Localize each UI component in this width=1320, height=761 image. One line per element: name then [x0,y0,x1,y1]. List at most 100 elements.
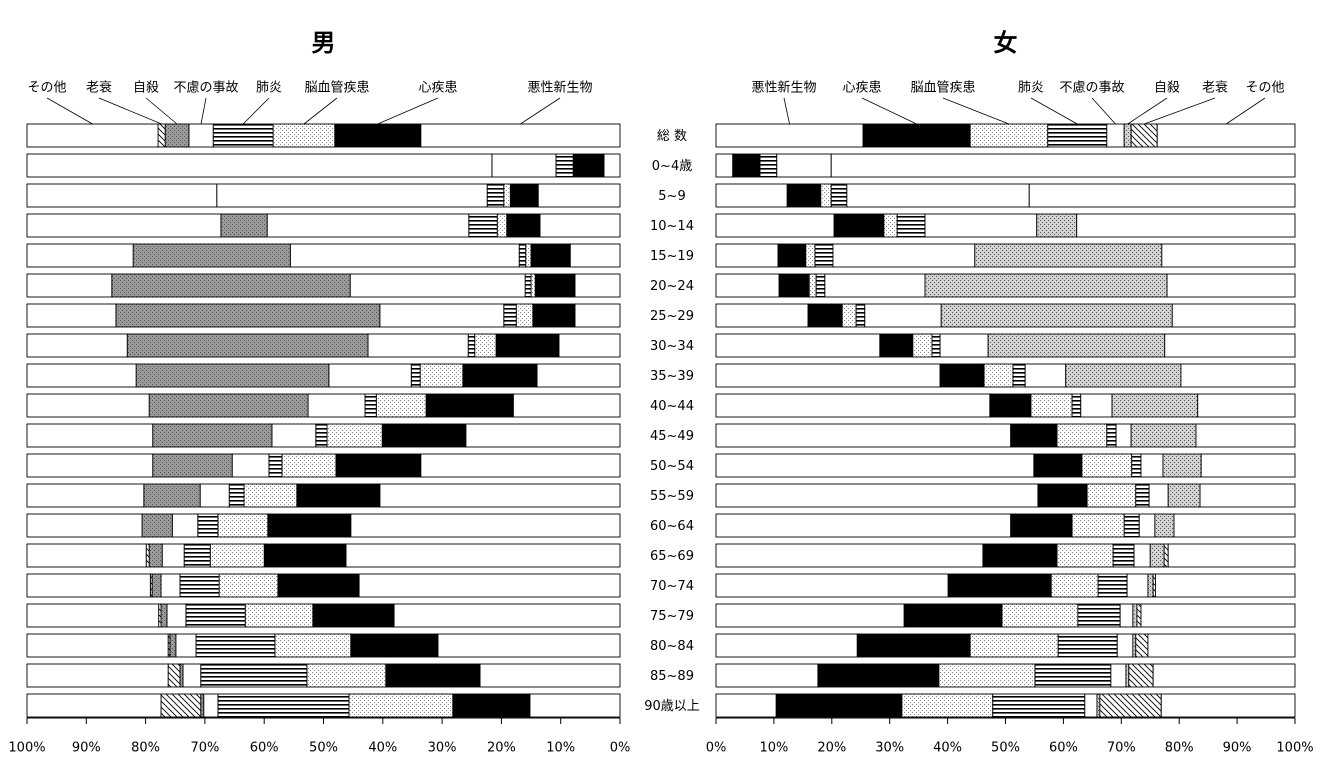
bar-segment [151,573,162,598]
bar-segment [462,363,538,388]
bar-segment [281,453,337,478]
bar-segment [350,513,621,538]
bar-segment [715,273,780,298]
bar-segment [883,213,898,238]
bar-segment [1180,363,1296,388]
bar-segment [312,603,395,628]
bar-segment [983,363,1014,388]
bar-segment [1111,393,1199,418]
bar-segment [296,483,381,508]
bar-segment [126,333,369,358]
bar-segment [268,453,283,478]
bar-segment [267,513,352,538]
category-label: 50~54 [650,459,694,474]
bar-segment [1097,573,1128,598]
bar-segment [26,543,147,568]
bar-segment [326,423,383,448]
bar-segment [26,483,145,508]
bar-segment [26,693,162,718]
bar-segment [529,693,621,718]
category-label: 総 数 [657,129,687,144]
bar-segment [509,183,539,208]
category-label: 10~14 [650,219,694,234]
bar-segment [982,543,1058,568]
bar-segment [143,483,201,508]
bar-segment [231,453,270,478]
bar-segment [26,453,154,478]
bar-segment [349,273,526,298]
bar-segment [896,213,926,238]
bar-segment [846,183,1030,208]
leader-line [1225,97,1266,125]
bar-segment [1086,483,1137,508]
bar-segment [148,543,163,568]
bar-segment [715,393,991,418]
bar-segment [1156,123,1296,148]
bar-segment [1119,603,1134,628]
bar-segment [777,243,807,268]
x-tick-label: 30% [428,741,457,756]
bar-segment [1024,363,1067,388]
bar-segment [1076,213,1296,238]
bar-segment [1128,663,1154,688]
bar-segment [228,483,245,508]
bar-segment [862,123,971,148]
x-tick-label: 50% [309,741,338,756]
bar-segment [1099,693,1162,718]
bar-segment [715,423,1012,448]
bar-segment [569,243,621,268]
bar-segment [715,483,1039,508]
x-tick-label: 10% [759,741,788,756]
bar-segment [271,423,317,448]
x-tick-label: 0% [610,741,631,756]
bar-segment [364,393,377,418]
bar-segment [393,603,621,628]
leader-line [98,97,162,125]
bar-segment [26,573,151,598]
bar-segment [132,243,291,268]
bar-segment [1115,423,1132,448]
bar-segment [778,273,810,298]
bar-segment [775,693,903,718]
bar-segment [328,363,412,388]
bar-segment [216,183,488,208]
x-tick-label: 30% [875,741,904,756]
legend-label: 不慮の事故 [1059,81,1124,96]
bar-segment [1135,633,1149,658]
bar-segment [1163,543,1169,568]
bar-segment [1164,333,1296,358]
bar-segment [26,153,493,178]
bar-segment [1056,423,1108,448]
legend-label: 不慮の事故 [173,81,238,96]
bar-segment [182,663,202,688]
bar-segment [558,333,621,358]
bar-segment [171,513,199,538]
bar-segment [160,573,181,598]
bar-segment [1161,243,1296,268]
x-tick-label: 60% [250,741,279,756]
bar-segment [1028,183,1296,208]
bar-segment [1195,423,1296,448]
bar-segment [1155,573,1296,598]
bar-segment [820,183,832,208]
bar-segment [379,303,505,328]
legend-label: 肺炎 [256,81,282,96]
bar-segment [203,693,219,718]
bar-segment [759,153,778,178]
x-tick-label: 80% [131,741,160,756]
x-tick-label: 40% [368,741,397,756]
bar-segment [26,213,222,238]
bar-segment [940,303,1173,328]
bar-segment [974,243,1163,268]
bar-segment [530,273,536,298]
bar-segment [715,153,734,178]
bar-segment [715,213,835,238]
bar-segment [217,513,269,538]
chart-title: 女 [994,29,1018,57]
bar-segment [574,303,621,328]
bar-segment [160,693,202,718]
bar-segment [437,633,621,658]
bar-segment [26,393,150,418]
bar-segment [924,273,1168,298]
